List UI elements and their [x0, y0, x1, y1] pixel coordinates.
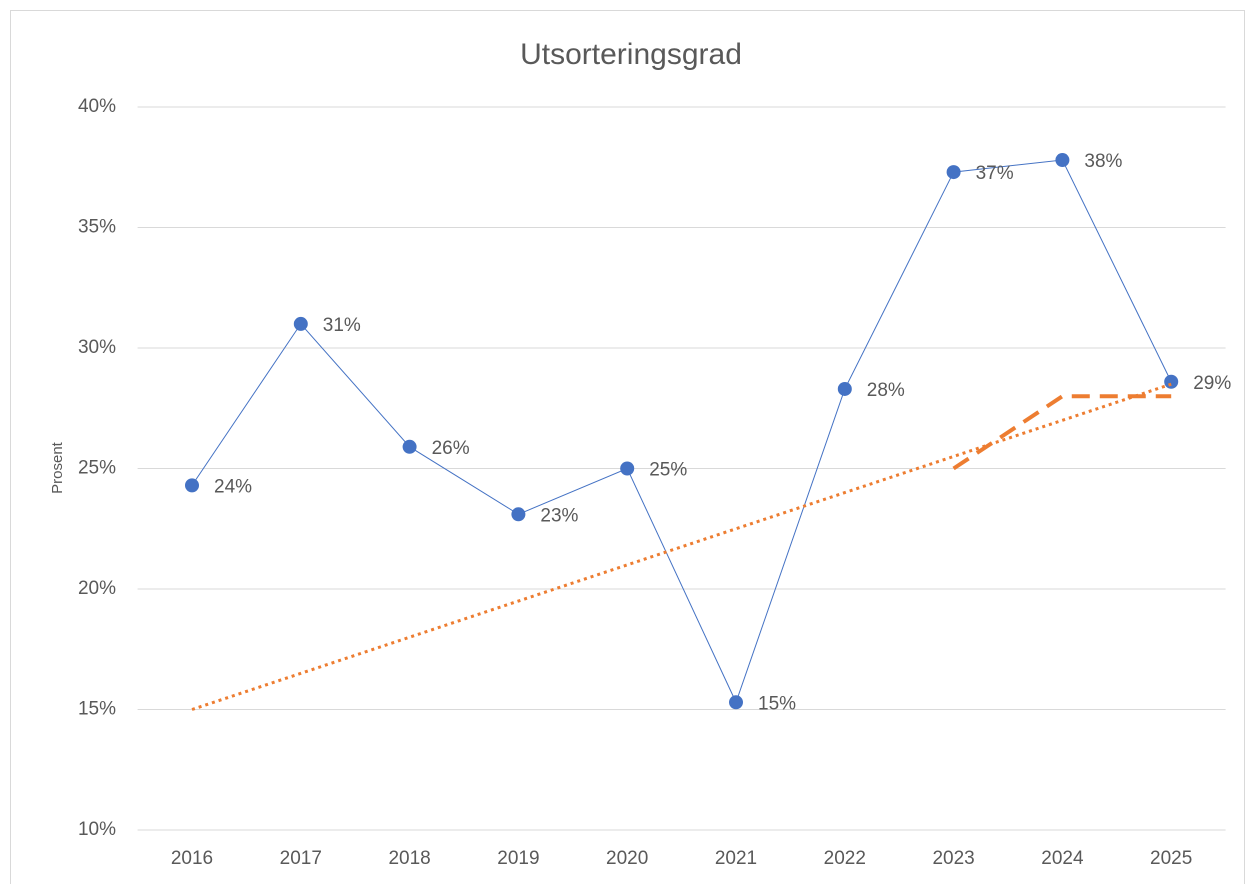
x-tick-label: 2022: [824, 848, 866, 869]
x-tick-label: 2019: [497, 848, 539, 869]
data-point: [402, 439, 417, 454]
y-tick-label: 25%: [78, 458, 116, 479]
series-line: [952, 394, 1172, 471]
x-tick-label: 2025: [1150, 848, 1192, 869]
chart-title: Utsorteringsgrad: [520, 38, 742, 71]
data-point: [293, 316, 308, 331]
y-tick-label: 35%: [78, 217, 116, 238]
y-axis-label: Prosent: [49, 441, 66, 494]
data-label: 26%: [432, 438, 470, 459]
data-point: [1055, 153, 1070, 168]
data-label: 25%: [649, 460, 687, 481]
data-point: [185, 478, 199, 493]
y-tick-label: 10%: [78, 819, 116, 840]
y-tick-label: 20%: [78, 578, 116, 599]
y-tick-label: 30%: [78, 337, 116, 358]
x-tick-label: 2017: [280, 848, 322, 869]
data-point: [946, 165, 961, 180]
y-tick-label: 15%: [78, 699, 116, 720]
data-label: 29%: [1193, 373, 1231, 394]
data-label: 23%: [540, 505, 578, 526]
x-tick-label: 2023: [932, 848, 974, 869]
chart-border: [10, 10, 1245, 884]
x-tick-label: 2024: [1041, 848, 1084, 869]
series-line: [191, 159, 1172, 704]
x-tick-label: 2021: [715, 848, 757, 869]
data-point: [620, 461, 635, 476]
y-tick-label: 40%: [78, 96, 116, 117]
data-point: [837, 381, 852, 396]
x-tick-label: 2020: [606, 848, 648, 869]
data-label: 24%: [214, 476, 252, 497]
data-label: 38%: [1084, 151, 1122, 172]
data-label: 37%: [976, 163, 1014, 184]
data-label: 15%: [758, 693, 796, 714]
data-point: [729, 695, 743, 710]
data-point: [511, 507, 526, 522]
data-point: [1164, 374, 1179, 389]
x-tick-label: 2016: [171, 848, 213, 869]
data-label: 28%: [867, 380, 905, 401]
x-tick-label: 2018: [388, 848, 430, 869]
data-label: 31%: [323, 315, 361, 336]
